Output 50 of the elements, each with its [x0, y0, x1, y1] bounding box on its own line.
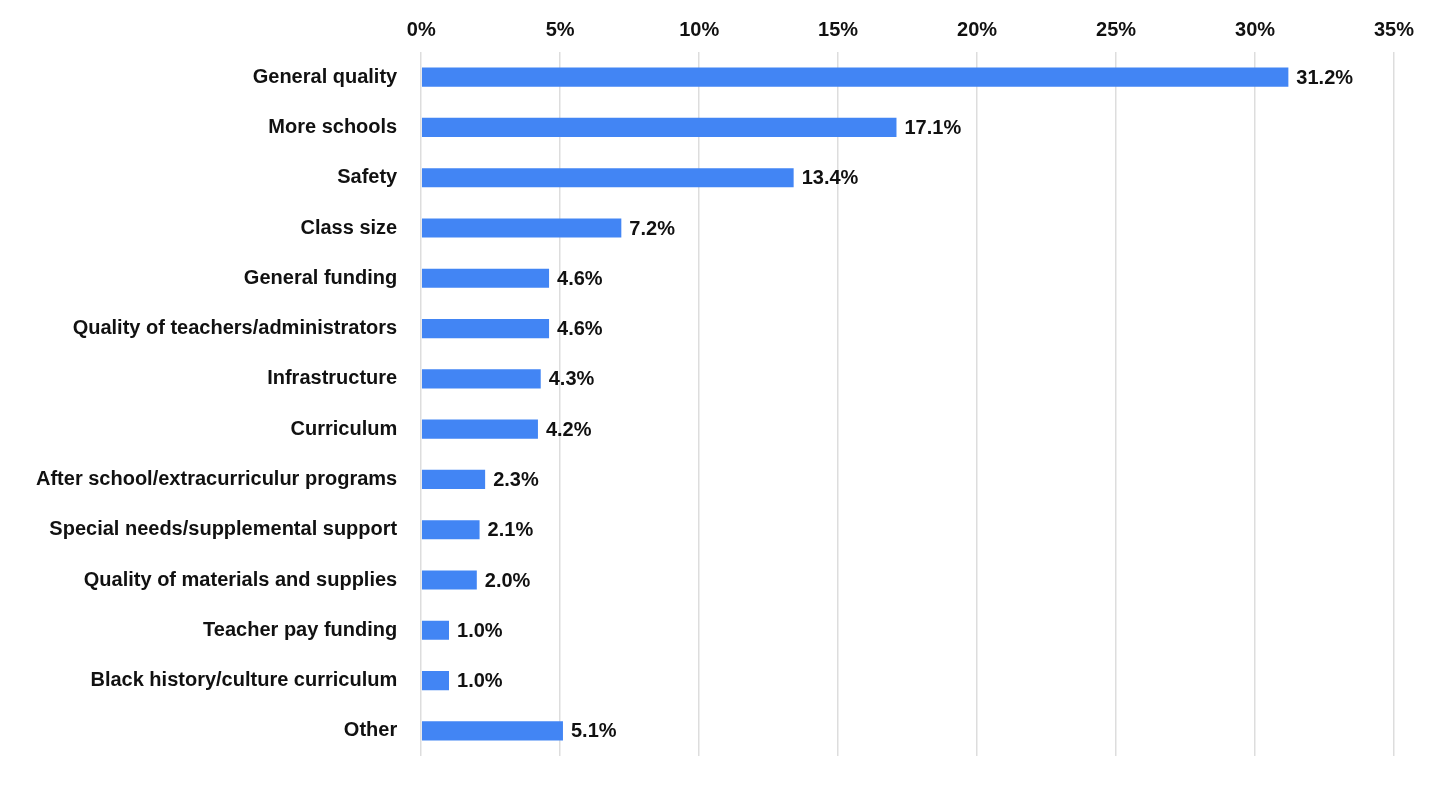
x-tick-label: 5%	[545, 17, 575, 40]
data-label: 7.2%	[629, 216, 676, 239]
bar	[421, 168, 794, 188]
bar	[421, 671, 449, 691]
bar	[421, 721, 563, 741]
bar	[421, 369, 541, 389]
data-label: 4.3%	[548, 367, 595, 390]
data-label: 5.1%	[570, 719, 617, 742]
bar	[421, 67, 1289, 87]
bar	[421, 620, 449, 640]
y-tick-label: Other	[343, 718, 398, 741]
y-tick-label: General funding	[243, 265, 398, 288]
bar	[421, 570, 477, 590]
y-tick-label: Quality of teachers/administrators	[72, 316, 398, 339]
x-tick-label: 0%	[406, 17, 436, 40]
x-tick-label: 10%	[679, 17, 720, 40]
bar	[421, 520, 480, 540]
data-label: 17.1%	[904, 115, 962, 138]
y-tick-label: Infrastructure	[267, 366, 398, 389]
data-label: 2.0%	[484, 568, 531, 591]
data-label: 4.6%	[557, 266, 603, 289]
data-label: 2.3%	[493, 467, 539, 490]
y-tick-label: Teacher pay funding	[203, 617, 398, 640]
data-label: 4.6%	[557, 317, 603, 340]
bar	[421, 419, 538, 439]
x-tick-label: 15%	[818, 17, 859, 40]
bar	[421, 319, 550, 339]
y-tick-label: Class size	[300, 215, 398, 238]
bar	[421, 469, 486, 489]
x-tick-label: 25%	[1096, 17, 1137, 40]
data-label: 2.1%	[487, 518, 534, 541]
data-label: 4.2%	[545, 417, 592, 440]
bar	[421, 117, 897, 137]
data-label: 31.2%	[1296, 65, 1354, 88]
data-label: 1.0%	[457, 669, 503, 692]
x-tick-label: 35%	[1373, 17, 1415, 40]
y-tick-label: Black history/culture curriculum	[90, 668, 398, 691]
x-tick-label: 20%	[957, 17, 998, 40]
y-tick-label: Quality of materials and supplies	[83, 567, 398, 590]
x-tick-label: 30%	[1235, 17, 1276, 40]
y-tick-label: General quality	[252, 64, 399, 87]
y-tick-label: After school/extracurriculur programs	[35, 466, 398, 489]
bar	[421, 218, 622, 238]
y-tick-label: Special needs/supplemental support	[49, 517, 398, 540]
bar	[421, 268, 550, 288]
y-tick-label: More schools	[268, 114, 398, 137]
y-tick-label: Curriculum	[290, 416, 398, 439]
data-label: 1.0%	[457, 618, 503, 641]
y-tick-label: Safety	[337, 165, 399, 188]
data-label: 13.4%	[801, 166, 859, 189]
